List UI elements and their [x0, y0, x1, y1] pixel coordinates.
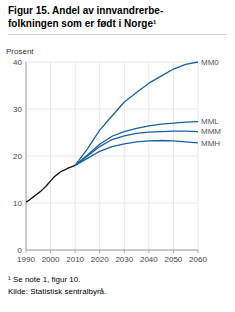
x-grid-line — [75, 62, 76, 250]
x-grid-line — [50, 62, 51, 250]
x-grid-line — [173, 62, 174, 250]
x-grid-line — [99, 62, 100, 250]
x-tick — [50, 250, 51, 253]
line — [75, 62, 198, 165]
x-tick-label: 2010 — [66, 255, 84, 264]
x-tick-label: 1990 — [17, 255, 35, 264]
series-label: MMH — [201, 139, 220, 148]
series-label: MM0 — [201, 58, 219, 67]
separator — [8, 34, 227, 35]
y-tick-label: 40 — [13, 58, 22, 67]
x-tick — [26, 250, 27, 253]
x-tick-label: 2000 — [42, 255, 60, 264]
y-grid-line — [26, 109, 198, 110]
line — [26, 165, 75, 202]
y-grid-line — [26, 62, 198, 63]
x-tick-label: 2060 — [189, 255, 207, 264]
x-tick — [198, 250, 199, 253]
x-tick-label: 2040 — [140, 255, 158, 264]
x-grid-line — [26, 62, 27, 250]
footnote: Kilde: Statistisk sentralbyrå. — [8, 287, 106, 296]
x-tick — [75, 250, 76, 253]
x-tick-label: 2030 — [115, 255, 133, 264]
series-label: MMM — [201, 127, 221, 136]
x-grid-line — [124, 62, 125, 250]
y-tick-label: 30 — [13, 105, 22, 114]
x-grid-line — [198, 62, 199, 250]
x-tick — [99, 250, 100, 253]
y-axis-label: Prosent — [6, 47, 34, 56]
x-tick-label: 2020 — [91, 255, 109, 264]
x-grid-line — [148, 62, 149, 250]
y-axis — [26, 62, 27, 250]
chart: Figur 15. Andel av innvandrerbe-folkning… — [0, 0, 235, 312]
lines — [26, 62, 198, 202]
title: Figur 15. Andel av innvandrerbe-folkning… — [8, 5, 163, 29]
x-tick — [148, 250, 149, 253]
y-grid-line — [26, 203, 198, 204]
x-tick-label: 2050 — [165, 255, 183, 264]
x-tick — [173, 250, 174, 253]
grid — [26, 62, 198, 250]
y-tick-label: 10 — [13, 199, 22, 208]
y-grid-line — [26, 156, 198, 157]
line — [75, 122, 198, 166]
y-grid-line — [26, 250, 198, 251]
line — [75, 140, 198, 165]
y-tick-label: 20 — [13, 152, 22, 161]
x-axis — [26, 250, 198, 251]
series-label: MML — [201, 117, 219, 126]
x-tick — [124, 250, 125, 253]
y-tick-label: 0 — [18, 246, 23, 255]
footnote: ¹ Se note 1, figur 10. — [8, 275, 81, 284]
line — [75, 131, 198, 165]
